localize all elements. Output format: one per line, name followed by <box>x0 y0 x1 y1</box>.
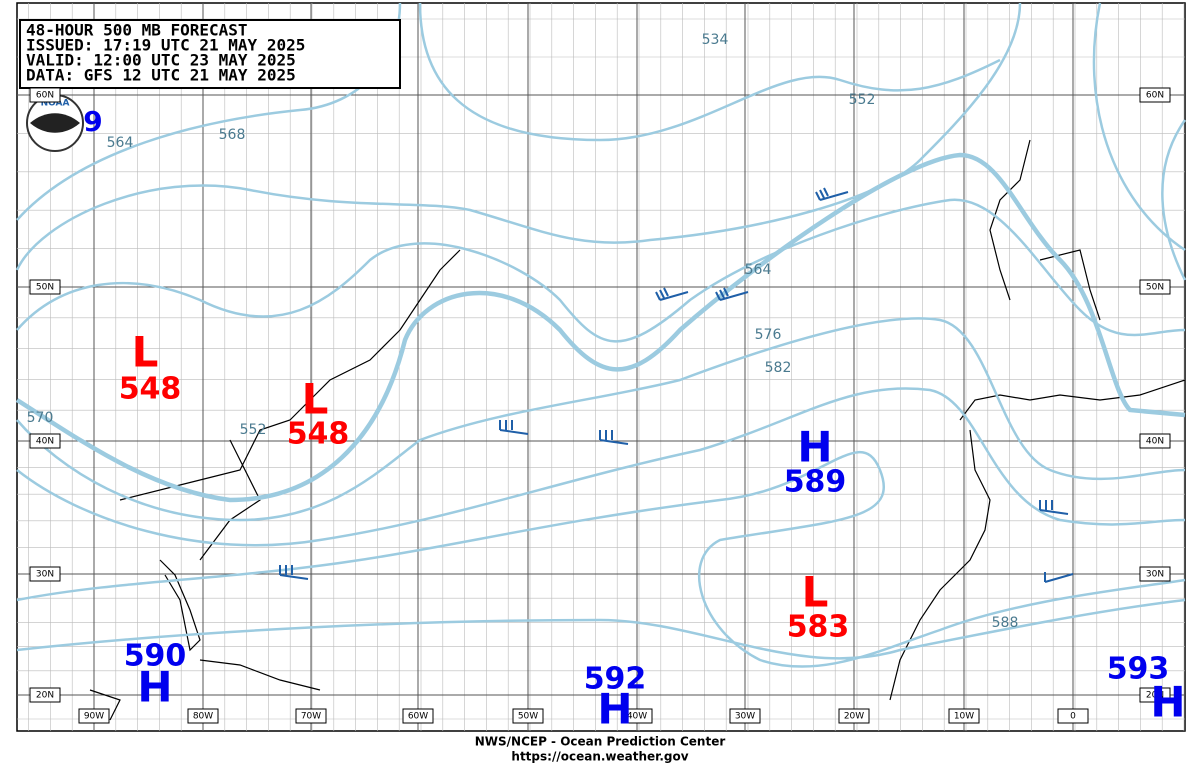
contour-label: 552 <box>240 422 267 438</box>
noaa-logo-bird <box>30 113 80 133</box>
contour-label: 570 <box>27 410 54 426</box>
header-box <box>19 19 401 89</box>
lon-label: 30W <box>735 712 755 722</box>
center-value: 593 <box>1107 652 1170 687</box>
coast-europe-africa <box>889 139 1186 701</box>
center-letter: L <box>132 328 159 377</box>
contour-label: 534 <box>702 32 729 48</box>
label-box <box>948 708 980 724</box>
logo-text: NOAA <box>41 99 70 109</box>
lon-label: 70W <box>301 712 321 722</box>
label-box <box>1139 87 1171 103</box>
wind-barb <box>815 187 849 201</box>
header-line: ISSUED: 17:19 UTC 21 MAY 2025 <box>26 36 305 55</box>
center-value: 548 <box>287 417 350 452</box>
wind-barb <box>715 287 749 301</box>
header-line: VALID: 12:00 UTC 23 MAY 2025 <box>26 51 296 70</box>
label-box <box>1057 708 1089 724</box>
lat-label: 60N <box>36 91 54 101</box>
label-box <box>1139 566 1171 582</box>
wind-barb <box>1044 572 1074 583</box>
label-box <box>78 708 110 724</box>
label-box <box>512 708 544 724</box>
contour <box>16 387 1186 547</box>
center-value: 548 <box>119 372 182 407</box>
center-value: 592 <box>584 662 647 697</box>
label-box <box>1139 279 1171 295</box>
lat-label: 40N <box>36 437 54 447</box>
contour <box>15 2 1022 271</box>
lat-label: 30N <box>36 570 54 580</box>
lat-label: 30N <box>1146 570 1164 580</box>
contour <box>16 598 1186 660</box>
coast-caribbean <box>89 659 321 721</box>
lon-label: 90W <box>84 712 104 722</box>
lon-label: 10W <box>954 712 974 722</box>
label-box <box>1139 687 1171 703</box>
footer-line: https://ocean.weather.gov <box>511 750 688 764</box>
center-letter: L <box>802 568 829 617</box>
edge-label: 9 <box>83 105 102 138</box>
contour-main <box>15 152 1186 503</box>
contour-label: 588 <box>992 615 1019 631</box>
wind-barb <box>1039 500 1069 515</box>
lon-label: 0 <box>1070 712 1076 722</box>
label-box <box>187 708 219 724</box>
label-box <box>29 687 61 703</box>
center-value: 583 <box>787 610 850 645</box>
contour-label: 564 <box>107 135 134 151</box>
wind-barb <box>655 287 689 301</box>
lon-label: 20W <box>844 712 864 722</box>
label-box <box>621 708 653 724</box>
center-letter: L <box>302 375 329 424</box>
label-box <box>1139 433 1171 449</box>
lon-label: 80W <box>193 712 213 722</box>
label-box <box>29 279 61 295</box>
center-letter: H <box>1150 678 1185 727</box>
lat-label: 50N <box>1146 283 1164 293</box>
label-box <box>29 87 61 103</box>
label-box <box>402 708 434 724</box>
coast-north-america <box>119 249 461 652</box>
contour-label: 568 <box>219 127 246 143</box>
wind-barbs <box>279 187 1074 583</box>
coastlines <box>89 139 1186 721</box>
center-value: 590 <box>124 639 187 674</box>
label-box <box>295 708 327 724</box>
lat-label: 20N <box>36 691 54 701</box>
center-letter: H <box>137 663 172 712</box>
contour <box>16 317 1186 522</box>
lat-label: 40N <box>1146 437 1164 447</box>
contour-label: 564 <box>745 262 772 278</box>
label-box <box>29 566 61 582</box>
grid <box>17 3 1185 731</box>
lon-label: 40W <box>627 712 647 722</box>
footer-line: NWS/NCEP - Ocean Prediction Center <box>475 735 726 749</box>
center-value: 589 <box>784 465 847 500</box>
wind-barb <box>499 420 529 435</box>
contour-label: 582 <box>765 360 792 376</box>
lat-label: 20N <box>1146 691 1164 701</box>
header-line: 48-HOUR 500 MB FORECAST <box>26 21 248 40</box>
label-box <box>729 708 761 724</box>
lon-label: 60W <box>408 712 428 722</box>
label-box <box>838 708 870 724</box>
wind-barb <box>279 565 309 580</box>
contour <box>16 450 1186 668</box>
center-letter: H <box>797 423 832 472</box>
label-box <box>29 433 61 449</box>
lon-label: 50W <box>518 712 538 722</box>
contour <box>16 198 1186 343</box>
contour <box>1092 2 1187 281</box>
contour <box>418 2 1001 142</box>
header-line: DATA: GFS 12 UTC 21 MAY 2025 <box>26 66 296 85</box>
lat-label: 60N <box>1146 91 1164 101</box>
contour-label: 552 <box>849 92 876 108</box>
contour-label: 576 <box>755 327 782 343</box>
wind-barb <box>599 430 629 445</box>
lat-label: 50N <box>36 283 54 293</box>
center-letter: H <box>597 685 632 734</box>
